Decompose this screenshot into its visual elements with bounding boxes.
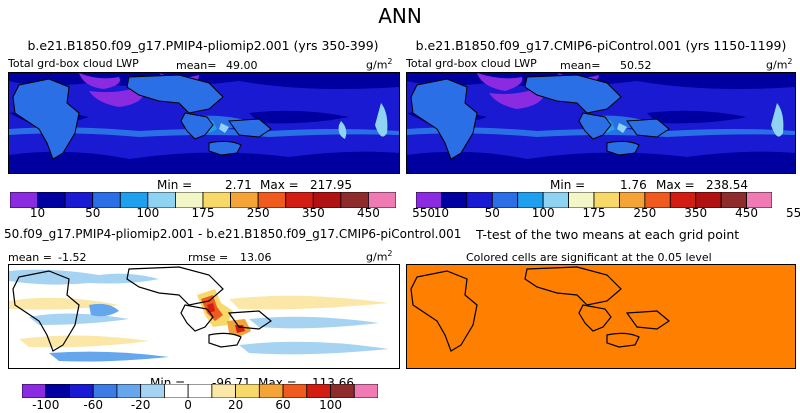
panel2-colorbar-svg bbox=[416, 192, 772, 208]
colorbar-tick-label: 100 bbox=[136, 206, 160, 220]
panel3-map bbox=[8, 264, 400, 369]
panel1-min-label: Min = bbox=[157, 178, 193, 192]
colorbar-swatch bbox=[22, 384, 47, 398]
panel1-title: b.e21.B1850.f09_g17.PMIP4-pliomip2.001 (… bbox=[27, 38, 379, 53]
colorbar-tick-label: 50 bbox=[85, 206, 101, 220]
panel3-mean-value: -1.52 bbox=[58, 251, 87, 264]
panel1-max-value: 217.95 bbox=[310, 178, 352, 192]
panel2-min-value: 1.76 bbox=[620, 178, 647, 192]
colorbar-tick-label: 250 bbox=[633, 206, 657, 220]
panel1-colorbar bbox=[10, 192, 396, 208]
colorbar-tick-label: -100 bbox=[32, 398, 60, 412]
colorbar-tick-label: 550 bbox=[785, 206, 800, 220]
panel2-mean-label: mean= bbox=[560, 59, 601, 72]
colorbar-tick-label: 10 bbox=[433, 206, 450, 220]
panel2-max-label: Max = bbox=[656, 178, 695, 192]
panel3-title: 50.f09_g17.PMIP4-pliomip2.001 - b.e21.B1… bbox=[4, 227, 462, 241]
panel2-title: b.e21.B1850.f09_g17.CMIP6-piControl.001 … bbox=[415, 38, 787, 53]
panel4-map bbox=[406, 264, 796, 369]
colorbar-swatch bbox=[282, 384, 308, 398]
panel1-units: g/m2 bbox=[366, 57, 393, 72]
panel2-max-value: 238.54 bbox=[706, 178, 748, 192]
colorbar-tick-label: 450 bbox=[356, 206, 380, 220]
colorbar-tick-label: 350 bbox=[301, 206, 325, 220]
panel3-mean-label: mean = bbox=[8, 251, 52, 264]
main-title: ANN bbox=[378, 4, 422, 28]
colorbar-tick-label: 350 bbox=[684, 206, 708, 220]
colorbar-tick-label: 450 bbox=[735, 206, 759, 220]
panel1-colorbar-svg bbox=[10, 192, 396, 208]
colorbar-swatch bbox=[211, 384, 237, 398]
panel1-min-value: 2.71 bbox=[225, 178, 252, 192]
colorbar-tick-label: 50 bbox=[484, 206, 500, 220]
panel3-rmse-value: 13.06 bbox=[240, 251, 272, 264]
panel2-colorbar-ticks: 10 50 100 175 250 350 450 550 bbox=[400, 206, 800, 222]
panel2-variable-label: Total grd-box cloud LWP bbox=[406, 57, 537, 70]
panel3-colorbar bbox=[22, 384, 378, 398]
panel1-map bbox=[8, 72, 400, 174]
panel1-colorbar-ticks: 10 50 100 175 250 350 450 550 bbox=[0, 206, 435, 222]
panel1-mean-value: 49.00 bbox=[226, 59, 258, 72]
panel2-units: g/m2 bbox=[766, 57, 793, 72]
panel3-colorbar-ticks: -100 -60 -20 0 20 60 100 bbox=[0, 398, 400, 413]
colorbar-swatch bbox=[140, 384, 165, 398]
colorbar-swatch bbox=[330, 384, 355, 398]
colorbar-swatch bbox=[746, 192, 772, 208]
panel3-units: g/m2 bbox=[366, 249, 393, 264]
colorbar-tick-label: -20 bbox=[130, 398, 151, 412]
panel2-mean-value: 50.52 bbox=[620, 59, 652, 72]
panel4-map-svg bbox=[407, 265, 795, 368]
colorbar-swatch bbox=[69, 384, 94, 398]
panel2-map-svg bbox=[407, 73, 795, 173]
colorbar-tick-label: 175 bbox=[191, 206, 215, 220]
panel2-colorbar bbox=[416, 192, 772, 208]
colorbar-tick-label: 175 bbox=[582, 206, 606, 220]
panel4-title: T-test of the two means at each grid poi… bbox=[476, 227, 740, 242]
panel3-map-svg bbox=[9, 265, 399, 368]
colorbar-swatch bbox=[187, 384, 213, 398]
panel1-max-label: Max = bbox=[260, 178, 299, 192]
colorbar-swatch bbox=[353, 384, 378, 398]
colorbar-tick-label: 10 bbox=[29, 206, 46, 220]
colorbar-swatch bbox=[163, 384, 189, 398]
colorbar-tick-label: 550 bbox=[412, 206, 436, 220]
panel3-colorbar-svg bbox=[22, 384, 378, 398]
colorbar-tick-label: -60 bbox=[83, 398, 103, 412]
panel1-mean-label: mean= bbox=[176, 59, 217, 72]
colorbar-swatch bbox=[45, 384, 70, 398]
colorbar-tick-label: 100 bbox=[531, 206, 555, 220]
colorbar-tick-label: 60 bbox=[275, 398, 291, 412]
colorbar-swatch bbox=[258, 384, 284, 398]
colorbar-swatch bbox=[116, 384, 142, 398]
panel3-rmse-label: rmse = bbox=[188, 251, 229, 264]
colorbar-swatch bbox=[235, 384, 260, 398]
colorbar-swatch bbox=[92, 384, 118, 398]
colorbar-tick-label: 0 bbox=[184, 398, 192, 412]
panel2-min-label: Min = bbox=[550, 178, 586, 192]
colorbar-tick-label: 100 bbox=[319, 398, 342, 412]
panel1-map-svg bbox=[9, 73, 399, 173]
panel4-note: Colored cells are significant at the 0.0… bbox=[466, 251, 712, 264]
panel4-significance-fill bbox=[407, 265, 795, 368]
colorbar-tick-label: 250 bbox=[246, 206, 270, 220]
panel2-map bbox=[406, 72, 796, 174]
panel1-variable-label: Total grd-box cloud LWP bbox=[8, 57, 139, 70]
colorbar-swatch bbox=[306, 384, 331, 398]
colorbar-tick-label: 20 bbox=[227, 398, 244, 412]
